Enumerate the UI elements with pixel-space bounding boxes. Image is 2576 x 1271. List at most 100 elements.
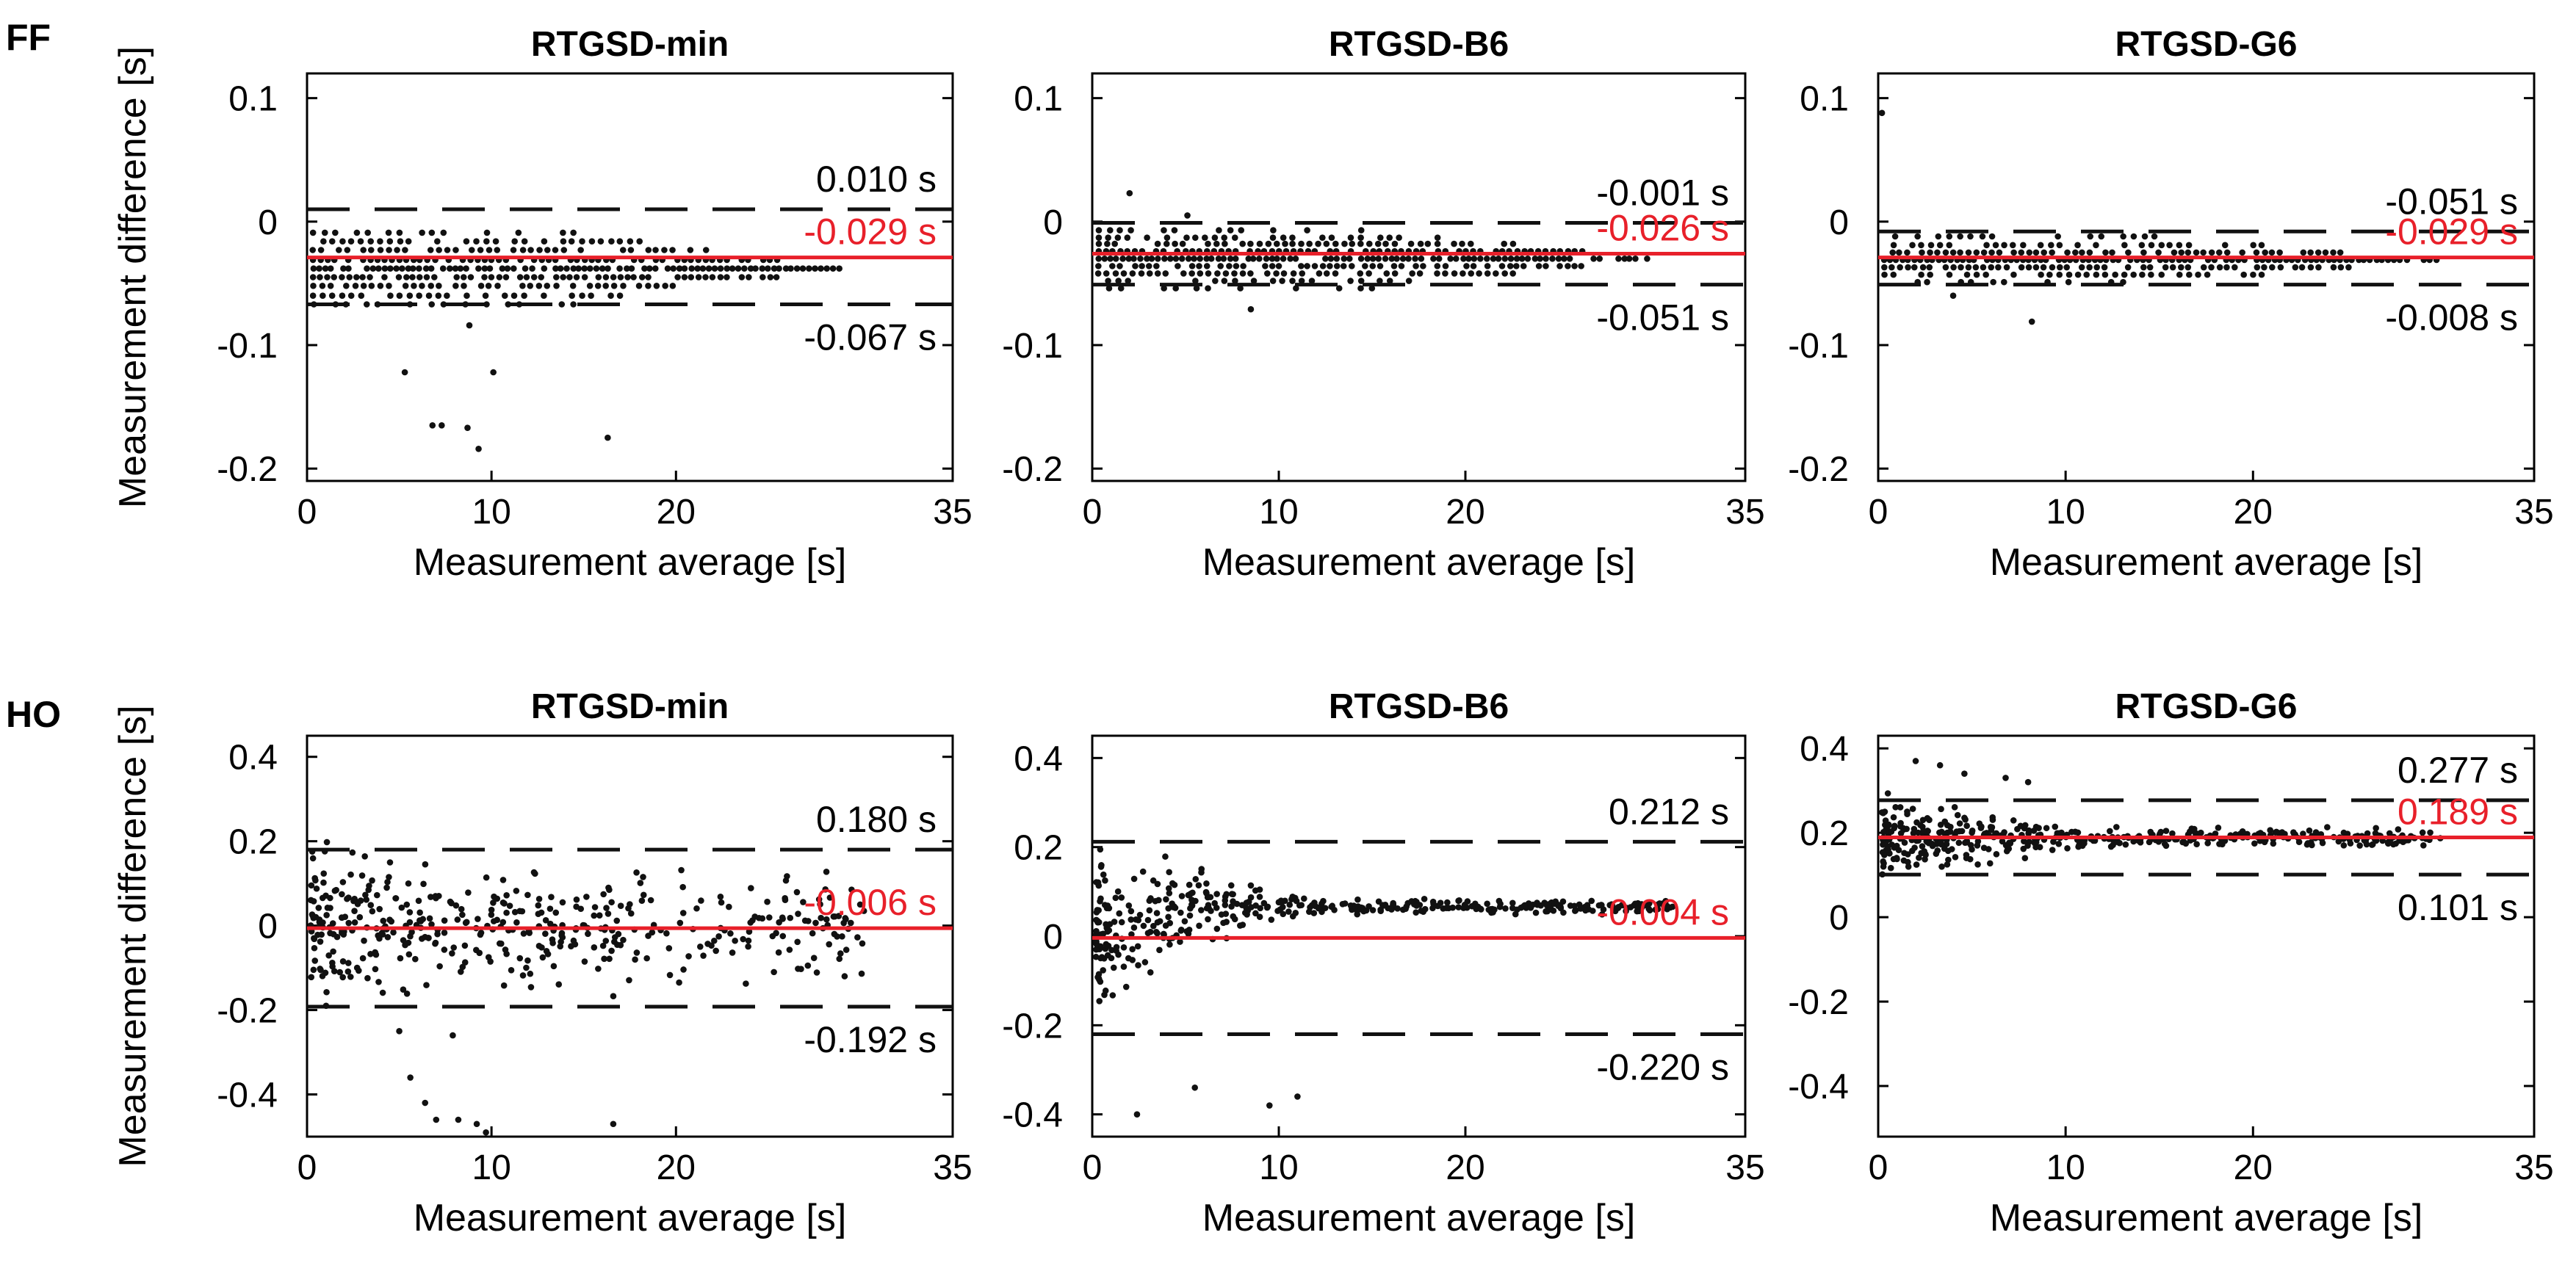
data-point (1298, 263, 1305, 269)
data-point (1461, 902, 1468, 908)
data-point (1890, 242, 1897, 249)
data-point (516, 274, 524, 280)
data-point (1306, 240, 1313, 247)
data-point (1114, 234, 1122, 241)
data-point (503, 909, 510, 916)
data-point (608, 899, 615, 906)
plot-frame (306, 734, 954, 1138)
data-point (685, 953, 692, 960)
data-point (610, 1120, 617, 1128)
data-point (323, 839, 331, 846)
data-point (2345, 264, 2352, 271)
data-point (546, 905, 554, 912)
data-point (1327, 263, 1333, 269)
data-point (1885, 821, 1892, 828)
data-point (2315, 264, 2322, 271)
data-point (1935, 233, 1942, 240)
data-point (1936, 829, 1943, 836)
data-point (490, 899, 497, 906)
data-point (2124, 264, 2132, 271)
data-point (602, 282, 610, 289)
data-point (1913, 819, 1920, 826)
data-point (666, 971, 674, 979)
data-point (1169, 904, 1177, 910)
y-tick-label: -0.2 (1788, 983, 1849, 1022)
data-point (1477, 906, 1484, 913)
data-point (1429, 905, 1436, 912)
data-point (1920, 828, 1927, 834)
data-point (340, 931, 347, 938)
data-point (310, 282, 317, 289)
data-point (1192, 278, 1199, 284)
data-point (2419, 829, 2426, 836)
data-point (610, 274, 617, 280)
data-point (1349, 240, 1356, 247)
data-point (633, 869, 640, 876)
data-point (1243, 905, 1250, 911)
data-point (1365, 270, 1372, 277)
data-point (1375, 255, 1382, 262)
data-point (823, 265, 830, 272)
data-point (1878, 809, 1886, 816)
data-point (2030, 828, 2038, 834)
data-point (767, 274, 774, 280)
data-point (1956, 828, 1963, 835)
data-point (856, 901, 864, 908)
y-axis-label: Measurement difference [s] (112, 705, 154, 1167)
data-point (575, 265, 582, 272)
data-point (1937, 837, 1944, 844)
x-tick-label: 10 (2046, 1148, 2085, 1187)
data-point (1186, 927, 1193, 933)
data-point (1097, 846, 1104, 853)
data-point (1956, 820, 1963, 827)
data-point (1453, 255, 1460, 262)
data-point (729, 949, 736, 956)
data-point (2195, 271, 2201, 278)
data-point (1101, 255, 1108, 262)
data-point (369, 877, 375, 884)
data-point (1386, 278, 1393, 284)
data-point (1205, 270, 1212, 277)
data-point (524, 957, 531, 964)
data-point (2176, 242, 2183, 249)
data-point (1125, 255, 1133, 262)
data-point (1222, 902, 1229, 908)
data-point (711, 265, 718, 272)
data-point (1264, 270, 1271, 277)
data-point (1232, 255, 1239, 262)
data-point (645, 274, 652, 280)
data-point (521, 292, 527, 300)
data-point (344, 960, 352, 966)
data-point (735, 265, 742, 272)
data-point (1560, 909, 1567, 916)
data-point (2113, 824, 2120, 830)
data-point (405, 880, 412, 887)
data-point (1924, 828, 1931, 835)
plot-frame (1877, 72, 2536, 482)
data-point (1989, 816, 1996, 823)
data-point (324, 905, 331, 911)
mean-label: -0.029 s (2385, 211, 2518, 253)
data-point (1559, 898, 1567, 905)
data-point (724, 274, 730, 280)
data-point (663, 930, 670, 937)
data-point (402, 941, 408, 949)
mean-label: 0.189 s (2398, 792, 2518, 833)
data-point (606, 955, 613, 963)
data-point (347, 871, 354, 878)
data-point (541, 265, 548, 272)
data-point (1496, 903, 1504, 910)
data-point (1596, 255, 1603, 262)
data-point (1171, 881, 1178, 888)
data-point (1369, 255, 1377, 262)
data-point (1399, 255, 1407, 262)
data-point (461, 942, 469, 949)
data-point (779, 933, 787, 940)
mean-label: -0.026 s (1596, 208, 1729, 249)
data-point (1885, 846, 1891, 853)
data-point (1990, 278, 1996, 286)
data-point (2254, 264, 2261, 271)
data-point (2363, 841, 2370, 848)
data-point (393, 265, 400, 272)
data-point (1166, 941, 1173, 948)
